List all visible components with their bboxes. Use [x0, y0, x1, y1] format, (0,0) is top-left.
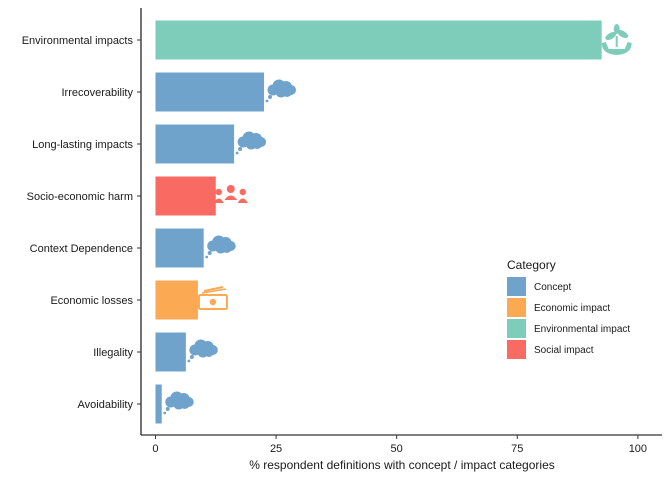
x-tick-label: 25: [270, 443, 282, 455]
y-tick-label: Environmental impacts: [22, 35, 134, 47]
y-tick-label: Socio-economic harm: [27, 191, 133, 203]
thought-cloud-icon: [265, 79, 297, 103]
legend-swatch: [507, 298, 526, 317]
bar-avoidability: [155, 384, 162, 424]
y-tick-label: Economic losses: [50, 295, 133, 307]
bars: [155, 20, 602, 424]
hand-plant-icon: [601, 24, 632, 55]
thought-cloud-icon: [235, 131, 267, 155]
thought-cloud-icon: [163, 391, 194, 415]
x-tick-label: 100: [629, 443, 647, 455]
people-icon: [213, 185, 248, 203]
y-axis: Environmental impacts Irrecoverability Lon…: [22, 8, 142, 435]
bar-long-lasting-impacts: [155, 124, 235, 164]
y-tick-label: Long-lasting impacts: [32, 139, 133, 151]
x-tick-label: 75: [511, 443, 523, 455]
legend-swatch: [507, 340, 526, 359]
legend-swatch: [507, 319, 526, 338]
legend-swatch: [507, 277, 526, 296]
bar-irrecoverability: [155, 72, 265, 112]
money-icon: [197, 286, 228, 310]
bar-context-dependence: [155, 228, 204, 268]
thought-cloud-icon: [205, 235, 236, 259]
legend-label: Concept: [534, 282, 571, 293]
bar-illegality: [155, 332, 186, 372]
legend-label: Economic impact: [534, 303, 610, 314]
legend: Category Concept Economic impact Environme…: [507, 258, 630, 359]
x-tick-label: 50: [391, 443, 403, 455]
bar-environmental-impacts: [155, 20, 602, 60]
legend-label: Social impact: [534, 345, 594, 356]
thought-cloud-icon: [187, 339, 218, 363]
x-axis-title: % respondent definitions with concept / …: [249, 458, 555, 472]
legend-title: Category: [507, 258, 556, 272]
bar-icons: [163, 24, 632, 415]
y-tick-label: Avoidability: [78, 399, 134, 411]
y-tick-label: Context Dependence: [30, 243, 133, 255]
bar-economic-losses: [155, 280, 198, 320]
y-tick-label: Illegality: [93, 347, 133, 359]
x-axis: 0 25 50 75 100: [141, 434, 662, 455]
bar-socio-economic-harm: [155, 176, 216, 216]
x-tick-label: 0: [152, 443, 158, 455]
legend-label: Environmental impact: [534, 324, 630, 335]
y-tick-label: Irrecoverability: [61, 87, 133, 99]
